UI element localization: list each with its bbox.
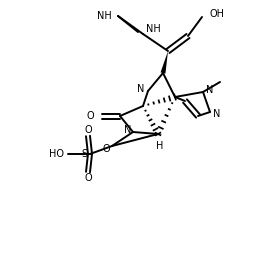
Text: H: H bbox=[156, 141, 164, 151]
Text: NH: NH bbox=[146, 24, 161, 34]
Text: O: O bbox=[102, 144, 110, 154]
Text: O: O bbox=[84, 125, 92, 135]
Text: N: N bbox=[124, 125, 131, 135]
Text: O: O bbox=[84, 173, 92, 183]
Text: N: N bbox=[137, 84, 144, 94]
Polygon shape bbox=[161, 51, 168, 74]
Text: N: N bbox=[213, 109, 220, 119]
Text: OH: OH bbox=[210, 9, 225, 19]
Text: O: O bbox=[86, 111, 94, 121]
Text: NH: NH bbox=[97, 11, 112, 21]
Text: S: S bbox=[82, 149, 88, 159]
Text: HO: HO bbox=[49, 149, 64, 159]
Text: N: N bbox=[206, 85, 213, 95]
